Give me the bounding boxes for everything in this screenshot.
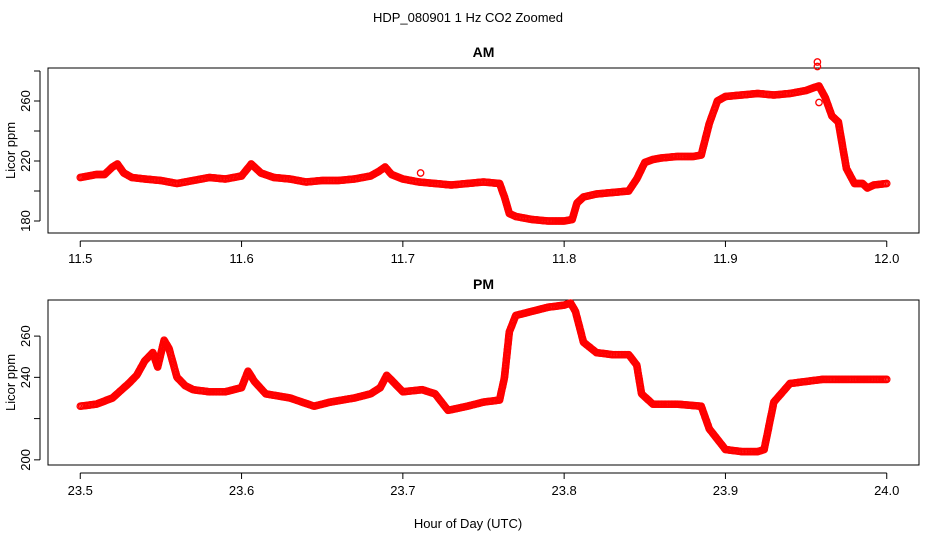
pm-y-axis-label: Licor ppm — [3, 354, 18, 411]
am-y-axis-label: Licor ppm — [3, 122, 18, 179]
pm-x-tick-label: 24.0 — [874, 483, 899, 498]
pm-panel: PM Licor ppm 23.5 23.6 23.7 23.8 23.9 24.0 200 24… — [3, 276, 920, 498]
am-x-tick-label: 11.8 — [552, 251, 576, 266]
am-y-tick-label: 220 — [18, 150, 33, 172]
am-y-tick-label: 260 — [18, 90, 33, 112]
am-data-point — [882, 179, 891, 188]
pm-panel-title: PM — [473, 276, 494, 292]
am-plot-frame — [47, 67, 920, 234]
figure-x-axis-label: Hour of Day (UTC) — [414, 516, 522, 531]
am-x-tick-label: 11.6 — [229, 251, 253, 266]
am-x-tick-label: 11.7 — [391, 251, 415, 266]
figure-title: HDP_080901 1 Hz CO2 Zoomed — [373, 10, 563, 25]
am-y-tick-label: 180 — [18, 210, 33, 232]
am-x-tick-label: 11.5 — [68, 251, 92, 266]
pm-data-points — [76, 299, 891, 456]
am-data-points — [76, 58, 891, 225]
pm-plot-frame — [47, 299, 920, 466]
am-panel: AM Licor ppm 11.5 11.6 11.7 11.8 11.9 12.0 180 22… — [3, 44, 920, 266]
pm-x-tick-label: 23.7 — [390, 483, 415, 498]
am-data-point — [416, 169, 425, 177]
pm-x-tick-label: 23.5 — [68, 483, 93, 498]
pm-y-tick-label: 260 — [18, 325, 33, 347]
am-panel-title: AM — [473, 44, 495, 60]
pm-y-tick-label: 200 — [18, 449, 33, 471]
pm-y-tick-label: 240 — [18, 366, 33, 388]
pm-data-point — [882, 375, 891, 384]
am-data-point — [815, 98, 823, 107]
pm-x-tick-label: 23.8 — [551, 483, 576, 498]
am-x-tick-label: 12.0 — [874, 251, 899, 266]
am-x-tick-label: 11.9 — [713, 251, 737, 266]
am-data-point — [813, 58, 822, 66]
am-data-point — [813, 62, 822, 71]
pm-x-tick-label: 23.9 — [713, 483, 738, 498]
pm-x-tick-label: 23.6 — [229, 483, 254, 498]
